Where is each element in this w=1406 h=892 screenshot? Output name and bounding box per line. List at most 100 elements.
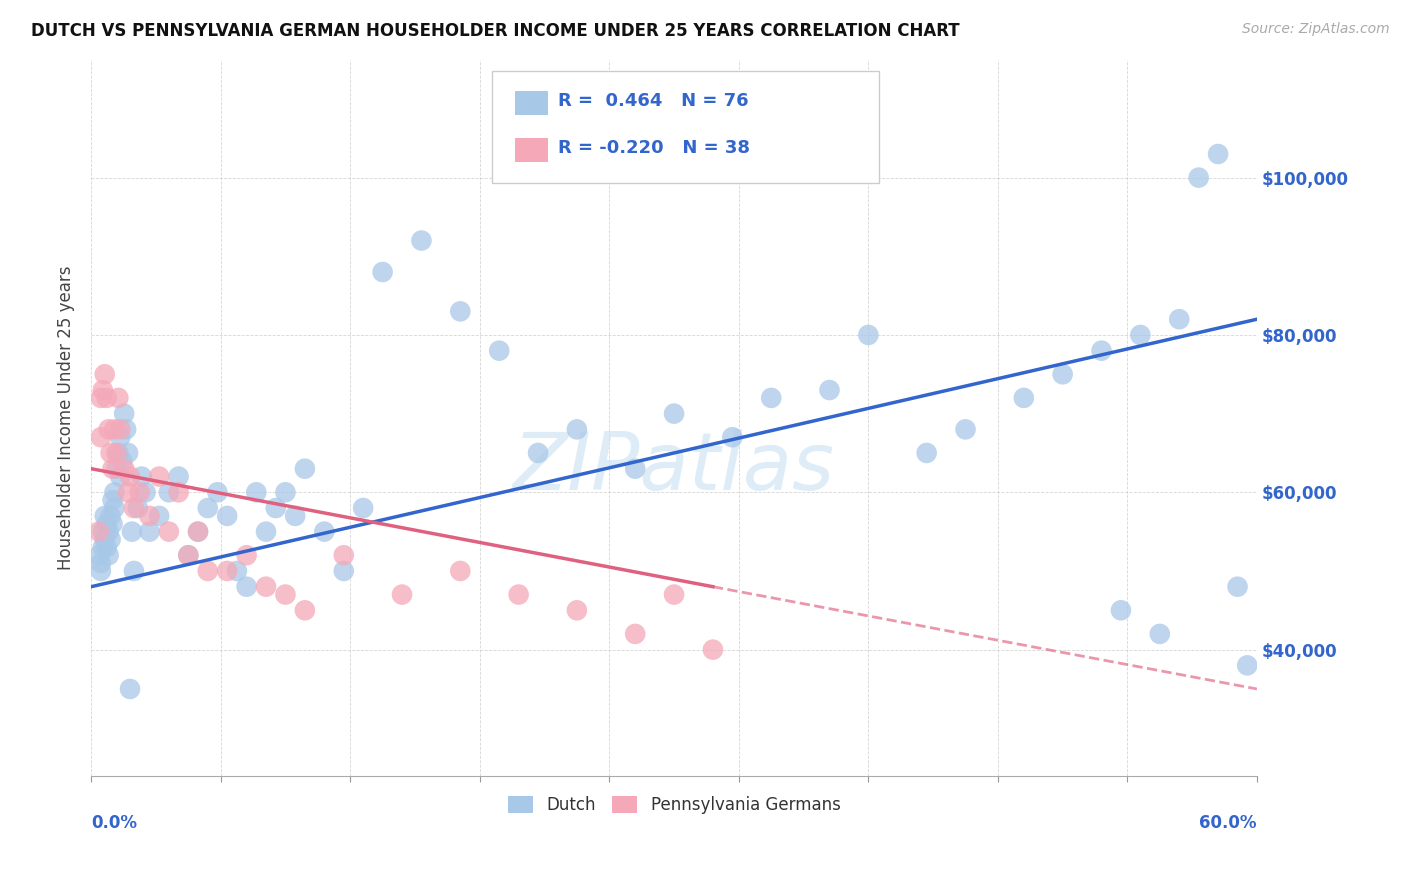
Point — [138, 524, 160, 539]
Point — [112, 407, 135, 421]
Point — [1226, 580, 1249, 594]
Point — [294, 461, 316, 475]
Point — [662, 407, 685, 421]
Point — [1090, 343, 1112, 358]
Point — [96, 541, 118, 555]
Point — [314, 524, 336, 539]
Text: R =  0.464   N = 76: R = 0.464 N = 76 — [558, 92, 749, 110]
Point — [107, 391, 129, 405]
Point — [110, 422, 132, 436]
Point — [103, 422, 125, 436]
Point — [87, 524, 110, 539]
Text: Source: ZipAtlas.com: Source: ZipAtlas.com — [1241, 22, 1389, 37]
Point — [91, 383, 114, 397]
Point — [565, 422, 588, 436]
Point — [167, 485, 190, 500]
Point — [1168, 312, 1191, 326]
Point — [111, 454, 134, 468]
Point — [371, 265, 394, 279]
Point — [1206, 147, 1229, 161]
Point — [488, 343, 510, 358]
Text: DUTCH VS PENNSYLVANIA GERMAN HOUSEHOLDER INCOME UNDER 25 YEARS CORRELATION CHART: DUTCH VS PENNSYLVANIA GERMAN HOUSEHOLDER… — [31, 22, 959, 40]
Point — [94, 368, 117, 382]
Point — [207, 485, 229, 500]
Point — [197, 564, 219, 578]
Point — [1236, 658, 1258, 673]
Point — [91, 541, 114, 555]
Point — [624, 627, 647, 641]
Point — [294, 603, 316, 617]
Point — [91, 524, 114, 539]
Point — [721, 430, 744, 444]
Point — [955, 422, 977, 436]
Point — [217, 508, 239, 523]
Point — [131, 469, 153, 483]
Point — [101, 461, 124, 475]
Point — [177, 548, 200, 562]
Point — [90, 556, 112, 570]
Point — [97, 422, 120, 436]
Point — [449, 304, 471, 318]
Text: R = -0.220   N = 38: R = -0.220 N = 38 — [558, 139, 751, 157]
Point — [1129, 328, 1152, 343]
Point — [110, 469, 132, 483]
Point — [121, 524, 143, 539]
Point — [235, 580, 257, 594]
Point — [177, 548, 200, 562]
Point — [87, 548, 110, 562]
Point — [96, 391, 118, 405]
Point — [284, 508, 307, 523]
Point — [118, 469, 141, 483]
Point — [96, 516, 118, 531]
Point — [122, 564, 145, 578]
Point — [148, 508, 170, 523]
Point — [254, 524, 277, 539]
Point — [148, 469, 170, 483]
Point — [138, 508, 160, 523]
Point — [761, 391, 783, 405]
Point — [107, 446, 129, 460]
Point — [115, 422, 138, 436]
Point — [103, 501, 125, 516]
Point — [1188, 170, 1211, 185]
Point — [100, 533, 122, 547]
Point — [187, 524, 209, 539]
Point — [411, 234, 433, 248]
Point — [94, 533, 117, 547]
Point — [1012, 391, 1035, 405]
Point — [449, 564, 471, 578]
Text: ZIPatlas: ZIPatlas — [513, 429, 835, 507]
Point — [915, 446, 938, 460]
Point — [624, 461, 647, 475]
Point — [274, 588, 297, 602]
Point — [858, 328, 880, 343]
Point — [105, 446, 128, 460]
Text: 0.0%: 0.0% — [91, 814, 138, 832]
Point — [103, 485, 125, 500]
Point — [254, 580, 277, 594]
Point — [110, 430, 132, 444]
Point — [565, 603, 588, 617]
Legend: Dutch, Pennsylvania Germans: Dutch, Pennsylvania Germans — [501, 789, 846, 821]
Point — [117, 446, 139, 460]
Text: 60.0%: 60.0% — [1199, 814, 1257, 832]
Point — [94, 508, 117, 523]
Point — [112, 461, 135, 475]
Y-axis label: Householder Income Under 25 years: Householder Income Under 25 years — [58, 265, 75, 570]
Point — [1109, 603, 1132, 617]
Point — [391, 588, 413, 602]
Point — [122, 501, 145, 516]
Point — [118, 681, 141, 696]
Point — [508, 588, 530, 602]
Point — [1149, 627, 1171, 641]
Point — [117, 485, 139, 500]
Point — [352, 501, 374, 516]
Point — [157, 524, 180, 539]
Point — [100, 446, 122, 460]
Point — [101, 493, 124, 508]
Point — [90, 430, 112, 444]
Point — [332, 548, 354, 562]
Point — [105, 461, 128, 475]
Point — [818, 383, 841, 397]
Point — [90, 391, 112, 405]
